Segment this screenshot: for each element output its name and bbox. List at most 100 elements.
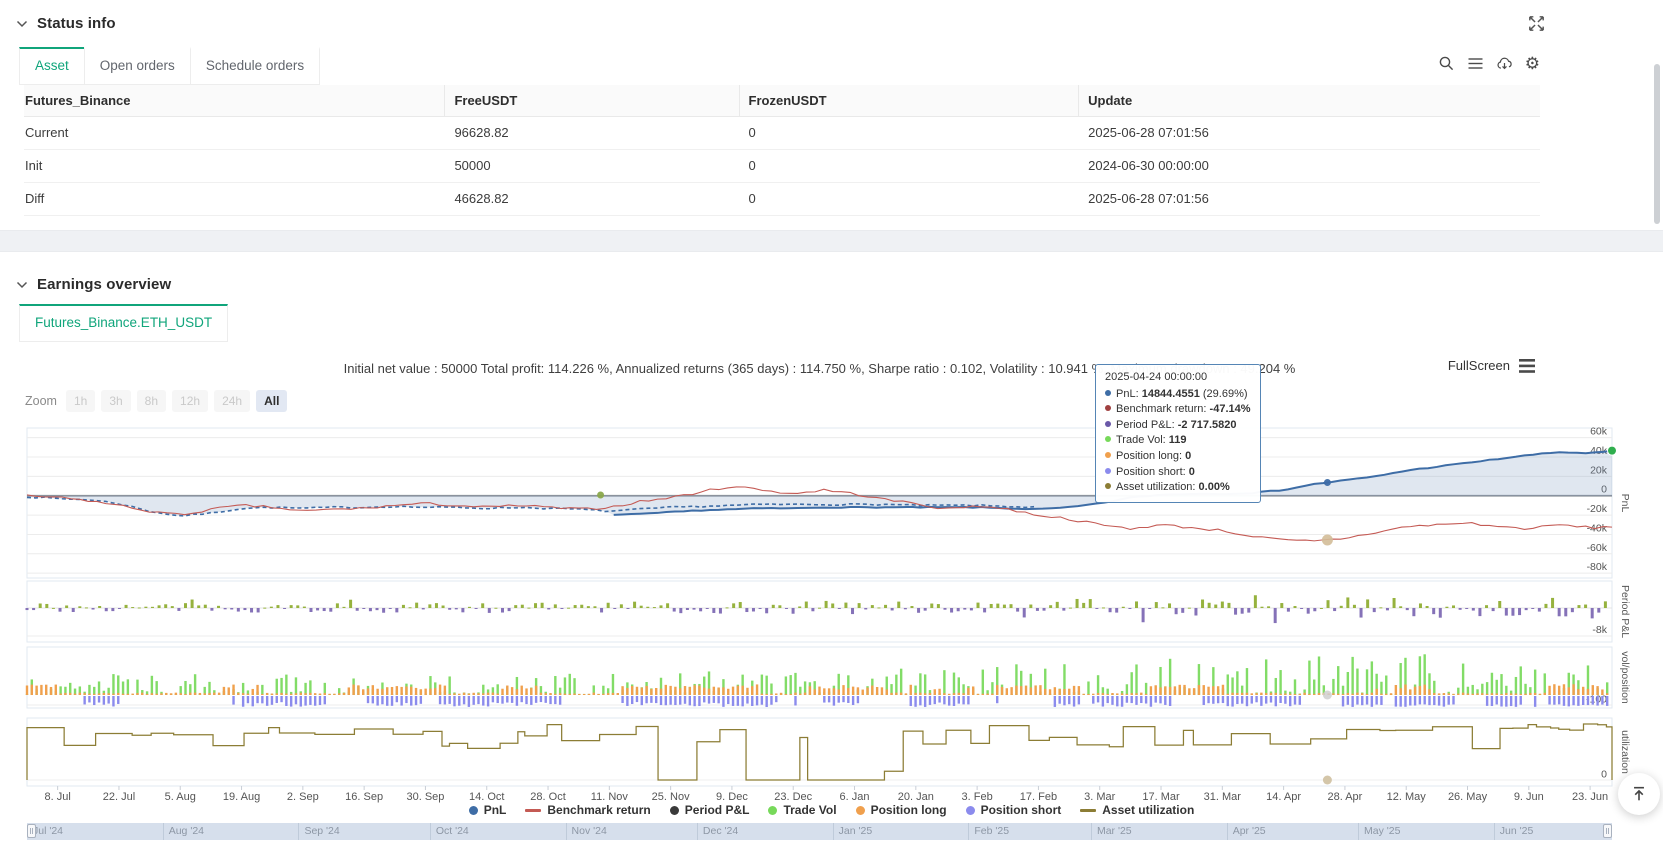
settings-gear-icon[interactable]: ⚙ (1525, 55, 1540, 72)
current-link[interactable]: Current (24, 117, 445, 149)
chart-legend: PnL Benchmark return Period P&L Trade Vo… (0, 803, 1663, 817)
update-time: 2025-06-28 07:01:56 (1079, 117, 1540, 149)
status-tabs: Asset Open orders Schedule orders (19, 47, 320, 85)
tab-futures-binance-eth-usdt[interactable]: Futures_Binance.ETH_USDT (19, 304, 228, 342)
svg-text:-20k: -20k (1587, 503, 1608, 515)
legend-pnl[interactable]: PnL (469, 803, 507, 817)
tooltip-row-position-short: Position short: 0 (1105, 465, 1251, 481)
zoom-8h-button[interactable]: 8h (137, 390, 166, 412)
search-icon[interactable] (1438, 55, 1455, 72)
navigator-month-separator (1227, 823, 1228, 840)
series-bullet-icon (1105, 468, 1111, 474)
svg-text:28. Apr: 28. Apr (1327, 791, 1362, 803)
legend-position-long[interactable]: Position long (856, 803, 947, 817)
series-bullet-icon (1105, 452, 1111, 458)
chevron-down-icon[interactable] (16, 18, 28, 30)
update-time: 2024-06-30 00:00:00 (1079, 150, 1540, 182)
navigator-month-label: Aug '24 (169, 823, 204, 840)
fullscreen-label[interactable]: FullScreen (1448, 358, 1510, 373)
navigator-month-label: Mar '25 (1097, 823, 1132, 840)
navigator-month-separator (566, 823, 567, 840)
svg-text:-8k: -8k (1592, 624, 1607, 636)
zoom-all-button[interactable]: All (256, 390, 287, 412)
free-usdt-value: 50000 (445, 150, 739, 182)
status-info-header: Status info (16, 15, 116, 32)
navigator-month-label: Feb '25 (974, 823, 1009, 840)
svg-text:6. Jan: 6. Jan (840, 791, 870, 803)
svg-text:14. Oct: 14. Oct (469, 791, 504, 803)
zoom-label: Zoom (25, 394, 57, 408)
legend-period-pnl[interactable]: Period P&L (670, 803, 750, 817)
series-bullet-icon (1105, 390, 1111, 396)
svg-text:60k: 60k (1590, 426, 1608, 438)
legend-benchmark-return[interactable]: Benchmark return (525, 803, 650, 817)
zoom-1h-button[interactable]: 1h (66, 390, 95, 412)
svg-text:vol/position: vol/position (1619, 651, 1631, 704)
tooltip-row-pnl: PnL: 14844.4551 (29.69%) (1105, 387, 1251, 403)
zoom-24h-button[interactable]: 24h (214, 390, 250, 412)
svg-text:3. Feb: 3. Feb (962, 791, 993, 803)
frozen-usdt-value: 0 (740, 150, 1080, 182)
svg-text:Period P&L: Period P&L (1619, 585, 1631, 638)
svg-text:9. Jun: 9. Jun (1514, 791, 1544, 803)
navigator-left-handle[interactable] (27, 824, 36, 838)
svg-text:12. May: 12. May (1387, 791, 1427, 803)
svg-text:2. Sep: 2. Sep (287, 791, 319, 803)
navigator-month-separator (968, 823, 969, 840)
scroll-to-top-button[interactable] (1618, 773, 1660, 815)
diff-label: Diff (24, 183, 445, 215)
svg-text:22. Jul: 22. Jul (103, 791, 135, 803)
tooltip-row-position-long: Position long: 0 (1105, 449, 1251, 465)
scroll-to-top-icon (1630, 785, 1648, 803)
section-divider (0, 230, 1663, 252)
navigator-month-label: Dec '24 (703, 823, 738, 840)
chart-tooltip: 2025-04-24 00:00:00 PnL: 14844.4551 (29.… (1095, 364, 1261, 503)
tab-asset[interactable]: Asset (19, 47, 85, 85)
page-scrollbar-thumb[interactable] (1654, 64, 1660, 224)
col-header-free: FreeUSDT (445, 85, 739, 116)
chevron-down-icon[interactable] (16, 279, 28, 291)
section-title: Status info (37, 15, 116, 32)
svg-text:30. Sep: 30. Sep (406, 791, 444, 803)
legend-asset-utilization[interactable]: Asset utilization (1080, 803, 1194, 817)
earnings-chart[interactable]: 60k40k20k0-20k-40k-60k-80k-8k-10008. Jul… (0, 412, 1663, 807)
pnl-marker-icon (469, 806, 478, 815)
svg-text:28. Oct: 28. Oct (530, 791, 565, 803)
navigator-month-label: Oct '24 (436, 823, 469, 840)
svg-text:17. Mar: 17. Mar (1142, 791, 1180, 803)
svg-text:14. Apr: 14. Apr (1266, 791, 1301, 803)
expand-fullscreen-icon[interactable] (1528, 15, 1545, 32)
tab-open-orders[interactable]: Open orders (84, 47, 191, 85)
svg-text:PnL: PnL (1619, 494, 1631, 513)
svg-text:5. Aug: 5. Aug (165, 791, 196, 803)
series-bullet-icon (1105, 421, 1111, 427)
table-row-diff: Diff 46628.82 0 2025-06-28 07:01:56 (24, 183, 1540, 216)
navigator-month-separator (298, 823, 299, 840)
legend-trade-vol[interactable]: Trade Vol (768, 803, 836, 817)
legend-position-short[interactable]: Position short (966, 803, 1062, 817)
navigator-month-separator (697, 823, 698, 840)
navigator-right-handle[interactable] (1603, 824, 1612, 838)
position-long-marker-icon (856, 806, 865, 815)
col-header-update: Update (1079, 85, 1540, 116)
tooltip-date: 2025-04-24 00:00:00 (1105, 370, 1251, 386)
earnings-tabs: Futures_Binance.ETH_USDT (19, 304, 228, 342)
svg-text:16. Sep: 16. Sep (345, 791, 383, 803)
col-header-frozen: FrozenUSDT (740, 85, 1080, 116)
chart-fullscreen-control[interactable]: FullScreen (1448, 358, 1535, 373)
cloud-download-icon[interactable] (1496, 55, 1513, 72)
zoom-3h-button[interactable]: 3h (101, 390, 130, 412)
chart-zoom-controls: Zoom 1h 3h 8h 12h 24h All (25, 390, 287, 412)
chart-context-menu-icon[interactable] (1519, 359, 1535, 373)
tab-schedule-orders[interactable]: Schedule orders (190, 47, 320, 85)
svg-text:9. Dec: 9. Dec (716, 791, 748, 803)
svg-text:3. Mar: 3. Mar (1084, 791, 1116, 803)
zoom-12h-button[interactable]: 12h (172, 390, 208, 412)
svg-text:20. Jan: 20. Jan (898, 791, 934, 803)
chart-range-navigator[interactable]: Jul '24Aug '24Sep '24Oct '24Nov '24Dec '… (27, 823, 1612, 840)
menu-list-icon[interactable] (1467, 55, 1484, 72)
period-pnl-marker-icon (670, 806, 679, 815)
svg-text:17. Feb: 17. Feb (1020, 791, 1057, 803)
navigator-month-separator (1358, 823, 1359, 840)
navigator-month-separator (833, 823, 834, 840)
